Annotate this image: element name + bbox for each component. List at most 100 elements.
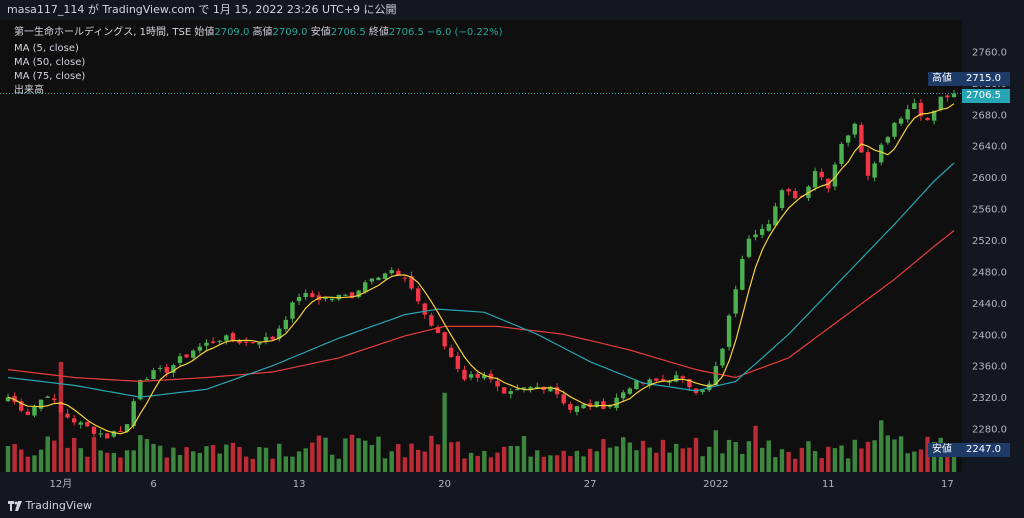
volume-bar bbox=[157, 445, 163, 472]
volume-bar bbox=[409, 443, 414, 472]
volume-legend[interactable]: 出来高 bbox=[14, 85, 44, 96]
volume-bar bbox=[779, 449, 785, 472]
ma5-legend[interactable]: MA (5, close) bbox=[14, 43, 79, 54]
volume-bar bbox=[819, 458, 824, 472]
candle-body bbox=[548, 386, 553, 392]
volume-bar bbox=[561, 450, 566, 472]
volume-bar bbox=[812, 451, 818, 472]
volume-bar bbox=[726, 439, 732, 472]
candle-body bbox=[779, 190, 785, 209]
candle-body bbox=[845, 135, 851, 143]
low-value: 2706.5 bbox=[330, 27, 366, 38]
volume-bar bbox=[402, 457, 408, 472]
volume-bar bbox=[568, 456, 573, 472]
volume-bar bbox=[587, 448, 593, 472]
volume-bar bbox=[382, 458, 388, 472]
candle-body bbox=[501, 387, 507, 394]
volume-bar bbox=[614, 446, 619, 472]
candle-body bbox=[5, 397, 11, 402]
candle-body bbox=[759, 228, 765, 235]
chart-area[interactable]: 2280.0 2320.0 2360.0 2400.0 2440.0 2480.0 2520… bbox=[0, 20, 1024, 494]
candle-body bbox=[224, 335, 229, 341]
volume-bar bbox=[852, 439, 857, 472]
volume-bar bbox=[38, 449, 44, 472]
volume-bar bbox=[845, 458, 851, 472]
candle-body bbox=[356, 290, 361, 298]
candle-body bbox=[283, 319, 289, 330]
candle-body bbox=[455, 355, 461, 369]
volume-bar bbox=[700, 456, 705, 472]
candle-body bbox=[680, 376, 685, 379]
candle-body bbox=[118, 431, 123, 433]
volume-bar bbox=[71, 437, 77, 472]
candle-body bbox=[528, 387, 533, 390]
volume-bar bbox=[250, 458, 255, 472]
candle-body bbox=[607, 406, 613, 408]
candle-body bbox=[449, 347, 454, 358]
candle-body bbox=[290, 302, 295, 319]
time-tick-label: 2022 bbox=[703, 479, 728, 490]
price-tick-label: 2400.0 bbox=[972, 330, 1007, 341]
volume-bar bbox=[429, 435, 434, 472]
volume-bar bbox=[925, 436, 930, 472]
candle-body bbox=[905, 109, 910, 120]
candle-body bbox=[574, 406, 580, 412]
candlestick-chart[interactable]: 2280.0 2320.0 2360.0 2400.0 2440.0 2480.0 2520… bbox=[0, 20, 1024, 494]
candle-body bbox=[45, 396, 50, 398]
volume-bar bbox=[164, 457, 169, 472]
candle-body bbox=[144, 379, 150, 381]
volume-bar bbox=[528, 456, 533, 472]
volume-bar bbox=[217, 453, 222, 472]
candle-body bbox=[71, 418, 77, 423]
time-tick-label: 17 bbox=[941, 479, 954, 490]
volume-bar bbox=[654, 452, 659, 472]
volume-bar bbox=[753, 425, 758, 472]
volume-bar bbox=[369, 445, 375, 472]
ma50-legend[interactable]: MA (50, close) bbox=[14, 57, 86, 68]
candle-body bbox=[105, 433, 110, 439]
price-tick-label: 2280.0 bbox=[972, 425, 1007, 436]
volume-bar bbox=[277, 443, 282, 472]
candle-body bbox=[627, 388, 633, 394]
ma75-legend[interactable]: MA (75, close) bbox=[14, 71, 86, 82]
volume-bar bbox=[224, 444, 229, 472]
volume-bar bbox=[257, 447, 262, 472]
volume-bar bbox=[746, 441, 752, 472]
time-tick-label: 12月 bbox=[50, 478, 73, 490]
volume-bar bbox=[184, 447, 189, 472]
volume-bar bbox=[462, 458, 467, 472]
volume-bar bbox=[501, 446, 507, 472]
volume-bar bbox=[329, 454, 335, 472]
candle-body bbox=[488, 373, 494, 380]
tradingview-logo[interactable]: TradingView bbox=[8, 498, 92, 514]
volume-bar bbox=[482, 450, 487, 472]
candle-body bbox=[568, 404, 573, 410]
candle-body bbox=[740, 259, 745, 290]
candle-body bbox=[839, 143, 844, 164]
candle-body bbox=[561, 394, 566, 404]
candle-body bbox=[369, 278, 375, 282]
candle-body bbox=[832, 164, 838, 187]
volume-bar bbox=[131, 450, 136, 472]
candle-body bbox=[587, 403, 593, 407]
volume-bar bbox=[323, 437, 328, 472]
candle-body bbox=[746, 238, 752, 257]
volume-bar bbox=[554, 455, 560, 472]
volume-bar bbox=[442, 392, 447, 472]
candle-body bbox=[389, 270, 394, 274]
candle-body bbox=[19, 401, 24, 411]
price-tick-label: 2480.0 bbox=[972, 267, 1007, 278]
candle-body bbox=[171, 365, 176, 373]
volume-bar bbox=[879, 420, 884, 472]
price-tick-label: 2760.0 bbox=[972, 47, 1007, 58]
close-value: 2706.5 bbox=[388, 27, 424, 38]
volume-bar bbox=[422, 451, 427, 472]
candle-body bbox=[138, 380, 143, 400]
volume-bar bbox=[865, 441, 871, 472]
candle-body bbox=[58, 402, 64, 413]
candle-body bbox=[581, 404, 586, 409]
volume-bar bbox=[521, 435, 527, 472]
volume-bar bbox=[177, 455, 183, 472]
candle-body bbox=[879, 144, 884, 163]
volume-bar bbox=[32, 455, 37, 472]
